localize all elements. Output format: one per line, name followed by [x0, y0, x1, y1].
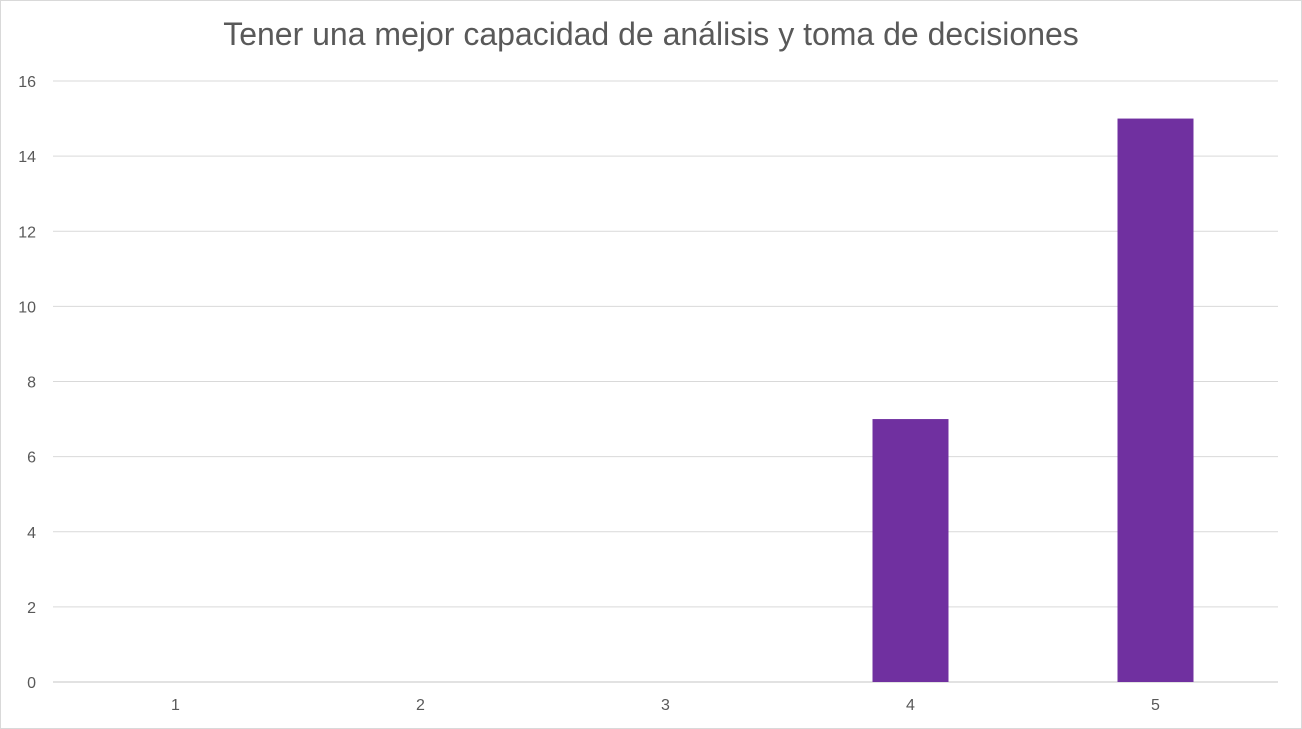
bars: [872, 118, 1194, 682]
y-tick-label: 16: [18, 74, 36, 91]
x-tick-label: 3: [661, 697, 670, 714]
chart-title: Tener una mejor capacidad de análisis y …: [223, 16, 1079, 52]
x-tick-label: 2: [416, 697, 425, 714]
y-axis-ticks: 0 2 4 6 8 10 12 14 16: [18, 74, 36, 692]
x-tick-label: 4: [906, 697, 915, 714]
y-tick-label: 2: [27, 600, 36, 617]
y-tick-label: 10: [18, 299, 36, 316]
y-tick-label: 12: [18, 224, 36, 241]
x-tick-label: 1: [171, 697, 180, 714]
x-axis-ticks: 1 2 3 4 5: [171, 697, 1160, 714]
y-tick-label: 8: [27, 375, 36, 392]
x-tick-label: 5: [1151, 697, 1160, 714]
y-tick-label: 0: [27, 675, 36, 692]
y-tick-label: 14: [18, 149, 36, 166]
y-tick-label: 6: [27, 450, 36, 467]
bar-4: [872, 419, 949, 682]
bar-5: [1117, 118, 1194, 682]
y-tick-label: 4: [27, 525, 36, 542]
gridlines: [53, 80, 1278, 683]
